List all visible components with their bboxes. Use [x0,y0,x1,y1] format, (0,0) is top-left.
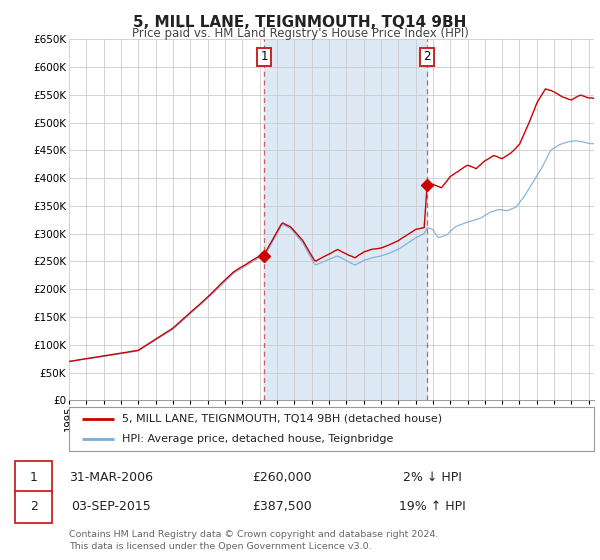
Text: £260,000: £260,000 [252,470,312,484]
Text: £387,500: £387,500 [252,500,312,514]
Text: 5, MILL LANE, TEIGNMOUTH, TQ14 9BH (detached house): 5, MILL LANE, TEIGNMOUTH, TQ14 9BH (deta… [121,414,442,424]
Text: Contains HM Land Registry data © Crown copyright and database right 2024.: Contains HM Land Registry data © Crown c… [69,530,439,539]
Text: This data is licensed under the Open Government Licence v3.0.: This data is licensed under the Open Gov… [69,542,371,551]
Text: 1: 1 [260,50,268,63]
Text: 2: 2 [29,500,38,514]
Text: HPI: Average price, detached house, Teignbridge: HPI: Average price, detached house, Teig… [121,434,393,444]
Text: 2% ↓ HPI: 2% ↓ HPI [403,470,461,484]
Text: 03-SEP-2015: 03-SEP-2015 [71,500,151,514]
Bar [264,39,427,400]
Text: 19% ↑ HPI: 19% ↑ HPI [398,500,466,514]
Text: 5, MILL LANE, TEIGNMOUTH, TQ14 9BH: 5, MILL LANE, TEIGNMOUTH, TQ14 9BH [133,15,467,30]
Text: Price paid vs. HM Land Registry's House Price Index (HPI): Price paid vs. HM Land Registry's House … [131,27,469,40]
Text: 31-MAR-2006: 31-MAR-2006 [69,470,153,484]
Text: 2: 2 [424,50,431,63]
Text: 1: 1 [29,470,38,484]
